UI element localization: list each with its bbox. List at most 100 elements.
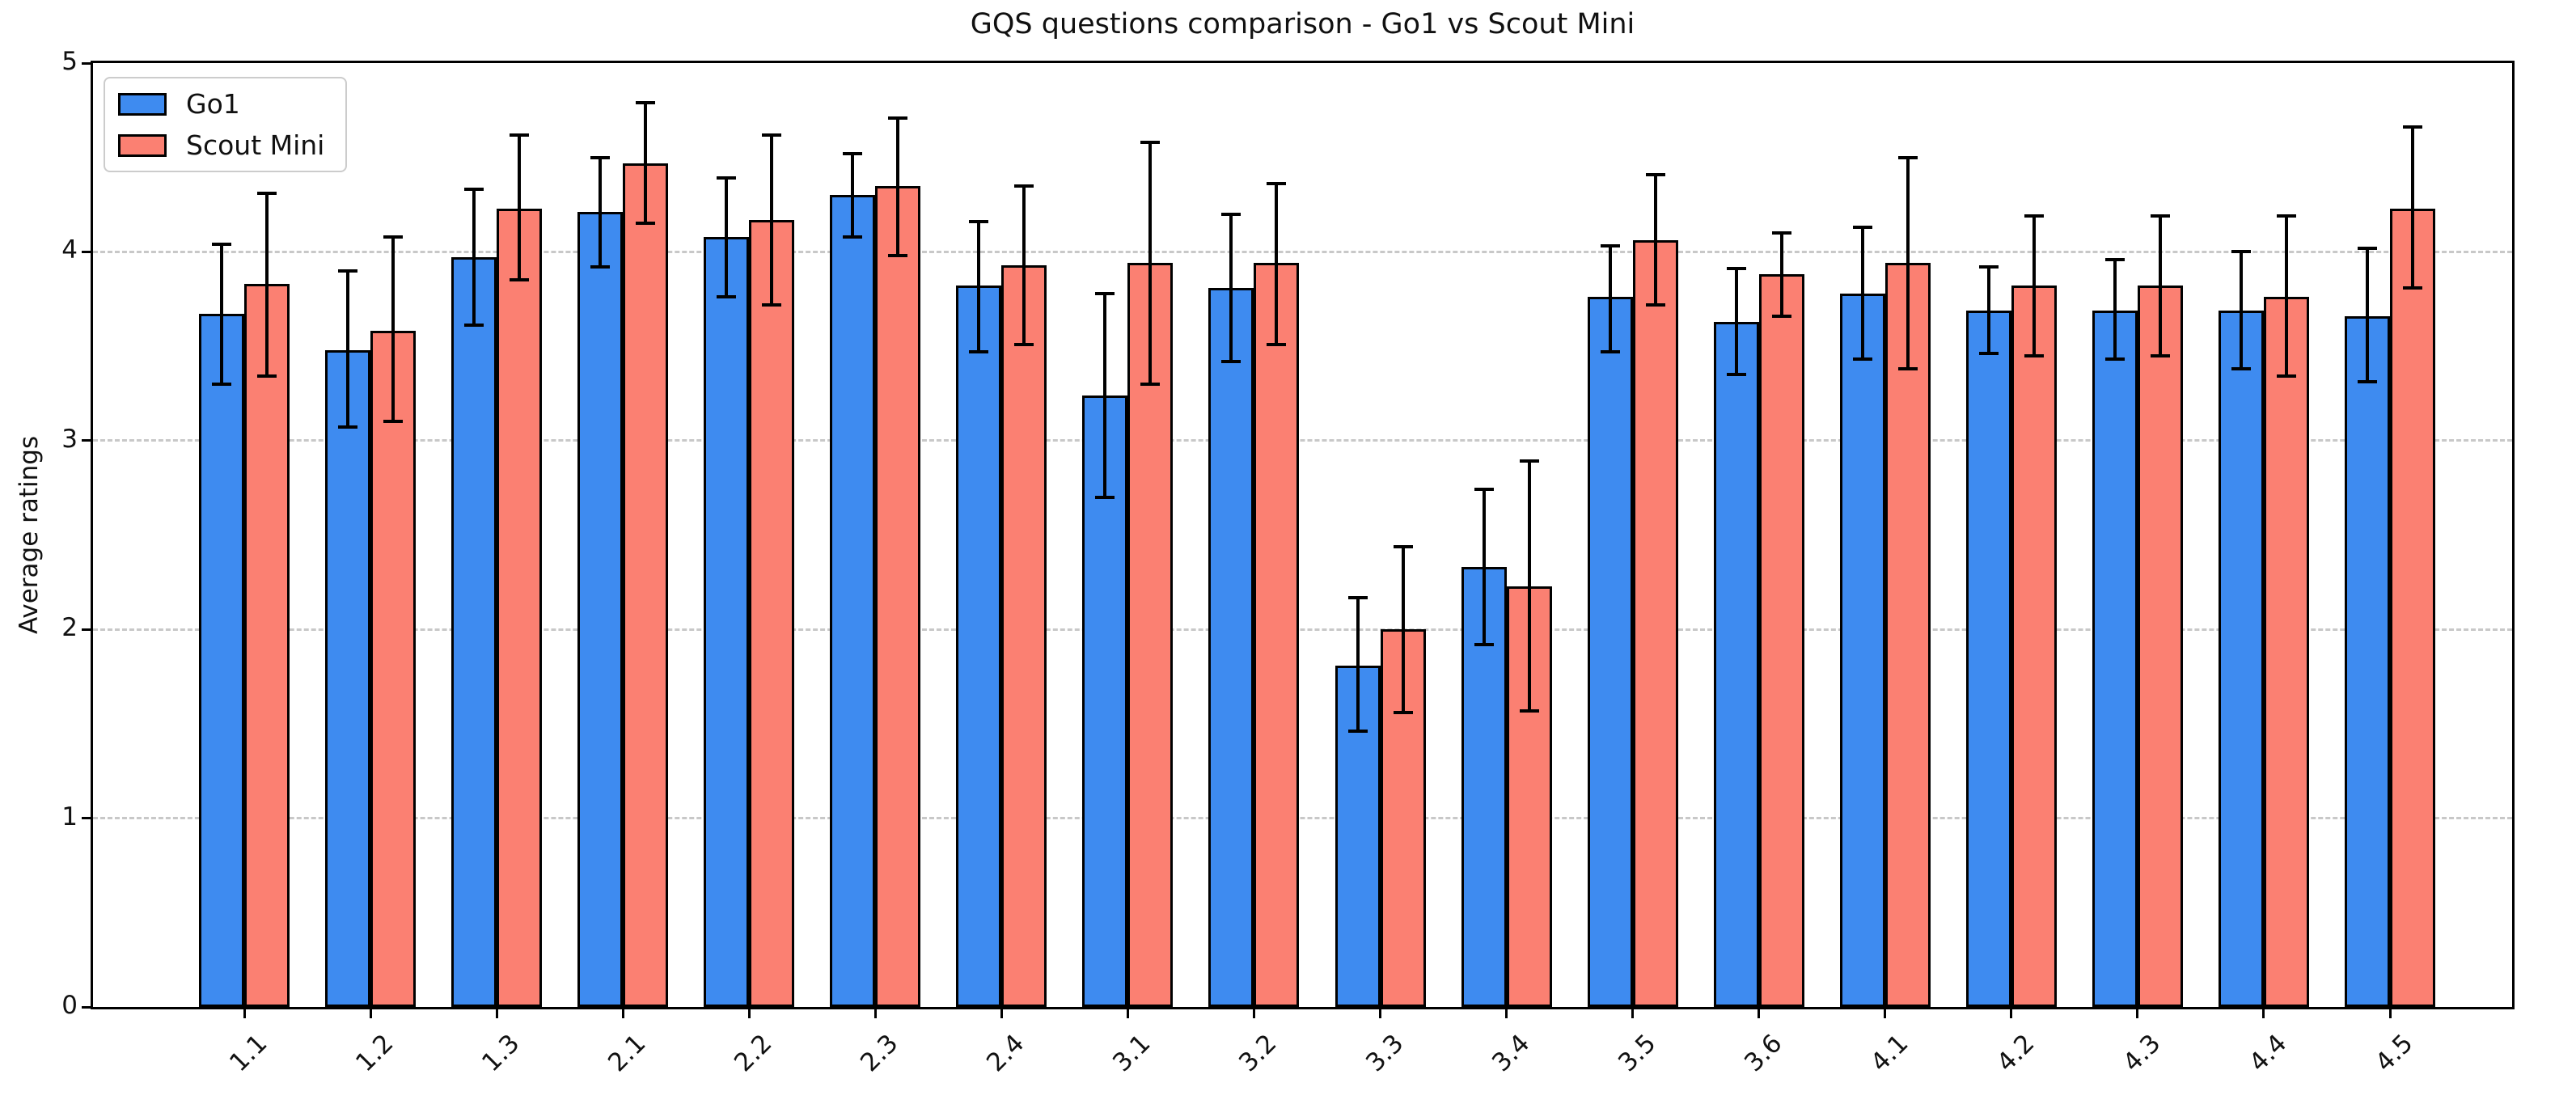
errorbar-go1-2.4-cap-top	[969, 220, 989, 224]
errorbar-go1-3.4-cap-bottom	[1474, 642, 1494, 646]
x-tick-label-3.1: 3.1	[1107, 1029, 1157, 1078]
bar-scout-mini-1.3	[497, 208, 543, 1007]
gridline-y-4	[93, 250, 2512, 253]
errorbar-scout-mini-3.4-cap-top	[1519, 459, 1539, 463]
errorbar-scout-mini-4.2-cap-top	[2024, 214, 2044, 218]
errorbar-go1-2.1-cap-bottom	[590, 265, 611, 269]
errorbar-scout-mini-4.2-cap-bottom	[2024, 353, 2044, 357]
errorbar-scout-mini-3.6-line	[1779, 233, 1783, 316]
x-tick-4.5	[2388, 1007, 2392, 1018]
errorbar-scout-mini-1.2-cap-top	[383, 235, 404, 239]
x-tick-label-3.5: 3.5	[1612, 1029, 1662, 1078]
errorbar-scout-mini-4.4-cap-top	[2276, 214, 2296, 218]
x-tick-1.2	[369, 1007, 372, 1018]
errorbar-go1-4.3-line	[2113, 259, 2117, 360]
errorbar-scout-mini-4.4-line	[2284, 216, 2288, 377]
y-tick-label-1: 1	[61, 802, 78, 831]
x-tick-label-2.4: 2.4	[981, 1029, 1030, 1078]
y-tick-label-2: 2	[61, 613, 78, 643]
errorbar-go1-1.1-cap-top	[212, 243, 231, 247]
x-tick-label-4.2: 4.2	[1990, 1029, 2041, 1078]
errorbar-go1-3.4-line	[1482, 489, 1486, 645]
errorbar-scout-mini-3.3-line	[1401, 546, 1405, 713]
right-spine	[2512, 61, 2515, 1009]
errorbar-go1-3.3-line	[1356, 597, 1360, 732]
errorbar-scout-mini-4.2-line	[2032, 216, 2036, 356]
x-tick-label-2.3: 2.3	[855, 1029, 904, 1078]
errorbar-scout-mini-2.4-cap-top	[1014, 184, 1034, 188]
errorbar-go1-4.5-cap-bottom	[2358, 380, 2378, 384]
errorbar-go1-3.1-cap-bottom	[1095, 495, 1115, 499]
errorbar-scout-mini-1.3-line	[518, 134, 522, 281]
x-tick-2.1	[621, 1007, 624, 1018]
bar-go1-4.4	[2218, 310, 2264, 1007]
errorbar-go1-1.1-line	[220, 244, 223, 384]
errorbar-scout-mini-1.1-cap-top	[257, 192, 277, 196]
errorbar-go1-2.1-cap-top	[590, 155, 611, 159]
bar-scout-mini-1.1	[244, 284, 290, 1007]
errorbar-scout-mini-3.4-cap-bottom	[1519, 709, 1539, 713]
errorbar-scout-mini-3.1-cap-top	[1140, 141, 1161, 145]
x-tick-4.2	[2010, 1007, 2013, 1018]
legend-swatch-icon	[118, 133, 167, 157]
bar-go1-1.3	[451, 257, 497, 1007]
bar-go1-4.1	[1839, 293, 1885, 1007]
errorbar-go1-3.6-cap-bottom	[1726, 373, 1746, 377]
errorbar-scout-mini-3.1-line	[1148, 142, 1153, 384]
x-tick-2.2	[747, 1007, 751, 1018]
x-tick-label-4.4: 4.4	[2244, 1029, 2293, 1078]
errorbar-scout-mini-1.1-cap-bottom	[257, 374, 277, 379]
x-tick-1.3	[495, 1007, 498, 1018]
legend-entry-go1: Go1	[118, 88, 324, 120]
errorbar-go1-4.4-cap-bottom	[2231, 367, 2251, 371]
errorbar-go1-3.2-line	[1229, 214, 1233, 362]
bar-go1-3.6	[1713, 321, 1759, 1007]
legend-label: Scout Mini	[186, 129, 325, 161]
x-tick-3.3	[1379, 1007, 1382, 1018]
errorbar-go1-4.3-cap-bottom	[2104, 357, 2125, 362]
errorbar-go1-2.2-cap-bottom	[717, 295, 737, 299]
y-tick-label-3: 3	[61, 424, 78, 454]
bar-scout-mini-4.3	[2137, 286, 2183, 1007]
errorbar-go1-4.2-line	[1986, 267, 1990, 354]
bar-go1-4.5	[2345, 315, 2391, 1007]
x-tick-label-1.2: 1.2	[350, 1029, 400, 1078]
chart-title: GQS questions comparison - Go1 vs Scout …	[970, 8, 1635, 40]
bar-go1-4.2	[1965, 310, 2011, 1007]
bar-go1-3.2	[1208, 287, 1254, 1007]
errorbar-scout-mini-1.3-cap-top	[510, 133, 530, 137]
errorbar-scout-mini-3.2-cap-bottom	[1267, 342, 1287, 346]
x-tick-label-4.3: 4.3	[2117, 1029, 2167, 1078]
errorbar-scout-mini-3.1-cap-bottom	[1140, 382, 1161, 386]
errorbar-scout-mini-4.3-cap-bottom	[2150, 353, 2170, 357]
errorbar-scout-mini-4.1-cap-bottom	[1897, 367, 1918, 371]
bar-scout-mini-2.1	[623, 163, 669, 1007]
errorbar-go1-2.3-line	[851, 154, 855, 237]
errorbar-scout-mini-2.3-cap-bottom	[888, 254, 908, 258]
errorbar-go1-3.3-cap-bottom	[1347, 730, 1368, 734]
y-tick-3	[82, 439, 93, 442]
top-spine	[93, 61, 2512, 63]
bar-scout-mini-4.2	[2011, 286, 2057, 1007]
errorbar-scout-mini-3.3-cap-bottom	[1393, 710, 1413, 714]
bar-scout-mini-3.1	[1127, 263, 1174, 1007]
bar-go1-2.2	[704, 236, 750, 1007]
bar-scout-mini-3.5	[1632, 240, 1678, 1007]
y-tick-1	[82, 817, 93, 820]
errorbar-go1-4.2-cap-top	[1978, 265, 1999, 269]
x-tick-label-4.1: 4.1	[1864, 1029, 1914, 1078]
bar-scout-mini-4.1	[1884, 263, 1931, 1007]
x-tick-4.3	[2136, 1007, 2139, 1018]
x-tick-label-4.5: 4.5	[2370, 1029, 2419, 1078]
errorbar-scout-mini-1.3-cap-bottom	[510, 278, 530, 282]
legend: Go1 Scout Mini	[104, 77, 348, 172]
errorbar-go1-4.4-cap-top	[2231, 250, 2251, 254]
x-tick-label-1.1: 1.1	[224, 1029, 273, 1078]
errorbar-scout-mini-1.2-cap-bottom	[383, 420, 404, 424]
errorbar-go1-1.1-cap-bottom	[212, 382, 231, 386]
bar-scout-mini-2.4	[1001, 264, 1047, 1007]
errorbar-scout-mini-4.3-cap-top	[2150, 214, 2170, 218]
errorbar-scout-mini-4.5-line	[2411, 127, 2415, 288]
gridline-y-2	[93, 628, 2512, 631]
